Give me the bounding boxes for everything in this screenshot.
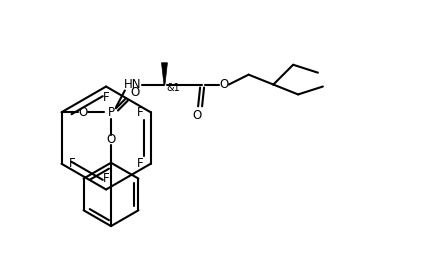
Text: O: O xyxy=(193,109,202,122)
Polygon shape xyxy=(161,63,167,84)
Text: F: F xyxy=(103,172,109,185)
Text: F: F xyxy=(103,91,109,104)
Text: O: O xyxy=(130,86,139,99)
Text: F: F xyxy=(136,157,143,170)
Text: P: P xyxy=(107,106,115,119)
Text: O: O xyxy=(79,106,88,119)
Text: HN: HN xyxy=(124,78,141,91)
Text: O: O xyxy=(106,134,115,147)
Text: &1: &1 xyxy=(167,83,180,93)
Text: O: O xyxy=(219,78,228,91)
Text: F: F xyxy=(69,157,76,170)
Text: F: F xyxy=(136,106,143,119)
